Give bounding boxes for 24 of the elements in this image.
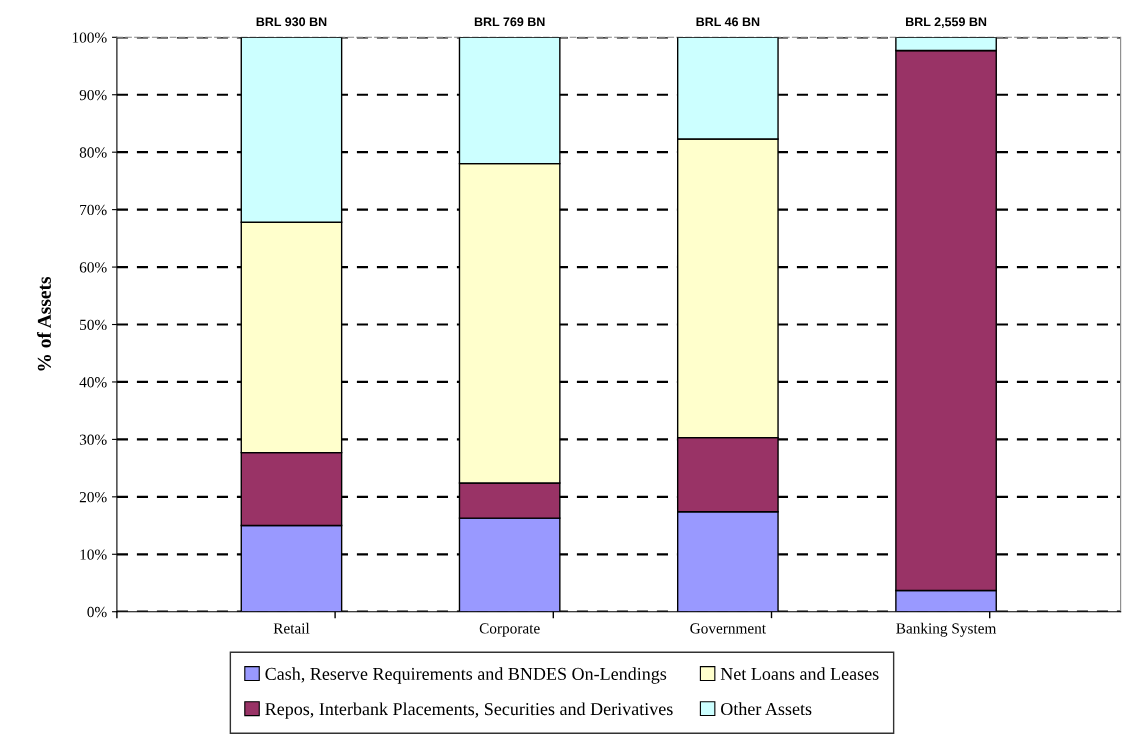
x-tick-label: Corporate bbox=[479, 623, 540, 637]
legend-label: Repos, Interbank Placements, Securities and Derivatives bbox=[265, 702, 673, 719]
total-label: BRL 769 BN bbox=[474, 17, 545, 27]
x-tick-label: Government bbox=[690, 623, 766, 634]
legend-label: Other Assets bbox=[721, 702, 812, 716]
y-tick-label: 50% bbox=[80, 319, 107, 331]
x-tick-label: Retail bbox=[273, 622, 310, 634]
total-label: BRL 46 BN bbox=[696, 17, 760, 27]
y-tick-label: 90% bbox=[79, 89, 107, 101]
total-label: BRL 930 BN bbox=[256, 17, 327, 27]
y-tick-label: 10% bbox=[80, 549, 107, 560]
y-axis-title: % of Assets bbox=[37, 276, 51, 371]
legend-label: Net Loans and Leases bbox=[720, 667, 879, 680]
y-tick-label: 0% bbox=[87, 606, 107, 618]
x-tick-label: Banking System bbox=[896, 622, 997, 637]
legend-label: Cash, Reserve Requirements and BNDES On-Lendings bbox=[265, 667, 667, 684]
y-tick-label: 80% bbox=[79, 147, 107, 158]
y-tick-label: 40% bbox=[79, 377, 107, 388]
y-tick-label: 60% bbox=[79, 262, 107, 273]
y-tick-label: 100% bbox=[72, 32, 107, 43]
y-tick-label: 30% bbox=[79, 434, 107, 445]
total-label: BRL 2,559 BN bbox=[906, 17, 987, 29]
y-tick-label: 70% bbox=[80, 204, 107, 216]
y-tick-label: 20% bbox=[79, 491, 107, 503]
